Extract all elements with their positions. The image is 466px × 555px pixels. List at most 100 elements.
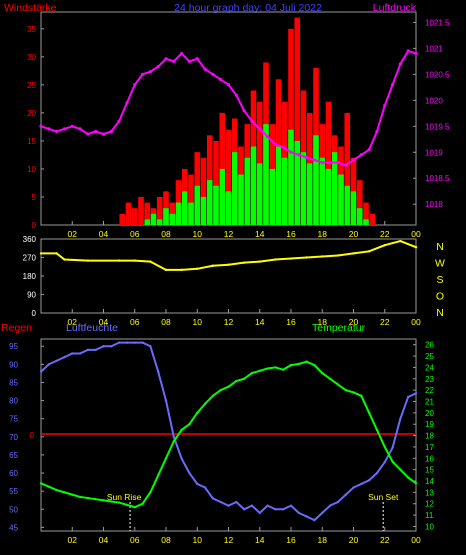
pressure-point <box>234 93 238 97</box>
humidity-point <box>383 460 386 464</box>
pressure-point <box>406 49 410 53</box>
humidity-point <box>305 515 308 518</box>
humidity-point <box>328 504 332 507</box>
x-tick-label: 20 <box>349 317 359 327</box>
humidity-point <box>399 417 402 420</box>
temperature-point <box>289 363 293 367</box>
x-tick-label: 06 <box>130 317 140 327</box>
humidity-point <box>86 348 90 352</box>
pressure-point <box>398 62 402 66</box>
wind-speed-bar <box>344 185 351 225</box>
x-tick-label: 00 <box>411 317 421 327</box>
wind-speed-bar <box>306 163 313 225</box>
wind-direction-point <box>305 256 308 259</box>
pressure-point <box>195 57 199 61</box>
humidity-tick-label: 95 <box>9 342 18 351</box>
humidity-point <box>188 471 191 475</box>
x-tick-label: 04 <box>99 229 109 239</box>
wind-speed-bar <box>206 180 213 225</box>
wind-speed-bar <box>294 140 301 225</box>
humidity-temperature-layer: 45 50 55 60 65 70 75 80 85 90 95 10 11 12 13 14 15 16 17 18… <box>9 341 434 545</box>
pressure-point <box>70 124 74 128</box>
pressure-point <box>390 83 395 87</box>
pressure-point <box>250 119 254 123</box>
humidity-point <box>196 482 199 486</box>
wind-direction-point <box>164 268 168 272</box>
wind-speed-bar <box>313 135 319 225</box>
temperature-point <box>47 485 51 488</box>
x-tick-label: 04 <box>99 317 109 327</box>
temperature-tick-label: 24 <box>425 363 434 372</box>
direction-tick-label: 0 <box>32 309 37 318</box>
wind-speed-bar <box>269 168 276 225</box>
x-tick-label: 12 <box>224 317 234 327</box>
temperature-tick-label: 17 <box>425 443 434 452</box>
wind-speed-bar <box>200 196 207 225</box>
humidity-tick-label: 80 <box>9 397 18 406</box>
wind-tick-label: 20 <box>27 109 36 118</box>
temperature-point <box>242 377 246 380</box>
pressure-point <box>211 72 215 76</box>
humidity-point <box>313 518 316 522</box>
pressure-point <box>305 155 309 160</box>
temperature-point <box>321 371 324 375</box>
wind-gust-bar <box>200 157 207 225</box>
pressure-axis-label: Luftdruck <box>373 2 417 14</box>
x-tick-label: 16 <box>286 229 296 239</box>
temperature-point <box>125 503 129 507</box>
x-tick-label: 16 <box>286 535 296 545</box>
wind-speed-bar <box>156 219 163 225</box>
temperature-tick-label: 15 <box>425 466 434 475</box>
pressure-point <box>320 161 324 165</box>
direction-tick-label: 180 <box>23 272 37 281</box>
humidity-point <box>55 359 58 362</box>
wind-tick-label: 25 <box>27 81 36 90</box>
temperature-point <box>250 371 254 375</box>
pressure-point <box>39 124 43 128</box>
humidity-point <box>274 508 277 511</box>
pressure-tick-label: 1018.5 <box>425 174 450 183</box>
wind-direction-point <box>149 260 152 263</box>
pressure-point <box>265 135 270 139</box>
wind-direction-point <box>258 260 261 263</box>
pressure-tick-label: 1020 <box>425 96 443 105</box>
wind-gust-bar <box>369 213 376 225</box>
temperature-point <box>110 500 113 503</box>
humidity-point <box>172 435 176 439</box>
temperature-point <box>258 369 261 373</box>
wind-gust-bar <box>294 17 301 226</box>
temperature-point <box>203 402 207 405</box>
wind-gust-bar <box>213 140 219 225</box>
pressure-point <box>351 158 356 162</box>
wind-gust-bar <box>344 112 351 225</box>
temperature-point <box>164 457 168 460</box>
pressure-tick-label: 1021 <box>425 44 443 53</box>
x-tick-label: 12 <box>224 229 234 239</box>
humidity-point <box>344 493 347 496</box>
humidity-point <box>125 341 129 344</box>
humidity-point <box>203 486 207 489</box>
humidity-tick-label: 60 <box>9 469 18 478</box>
x-tick-label: 16 <box>286 317 296 327</box>
x-tick-label: 08 <box>161 535 171 545</box>
temperature-point <box>219 388 222 392</box>
humidity-point <box>149 345 152 348</box>
pressure-point <box>187 59 192 63</box>
humidity-tick-label: 50 <box>9 505 18 514</box>
temperature-tick-label: 11 <box>425 511 434 520</box>
temperature-point <box>78 495 82 499</box>
wind-speed-bar <box>363 219 369 225</box>
humidity-tick-label: 85 <box>9 378 18 387</box>
pressure-point <box>219 77 223 82</box>
pressure-point <box>125 101 129 105</box>
humidity-point <box>406 395 410 399</box>
compass-label: N <box>436 241 444 253</box>
direction-tick-label: 360 <box>23 235 37 244</box>
wind-speed-bar <box>163 208 169 225</box>
wind-speed-bar <box>325 168 332 225</box>
wind-direction-point <box>352 252 355 255</box>
wind-direction-point <box>227 263 230 266</box>
temperature-point <box>71 493 74 496</box>
humidity-point <box>71 352 74 355</box>
